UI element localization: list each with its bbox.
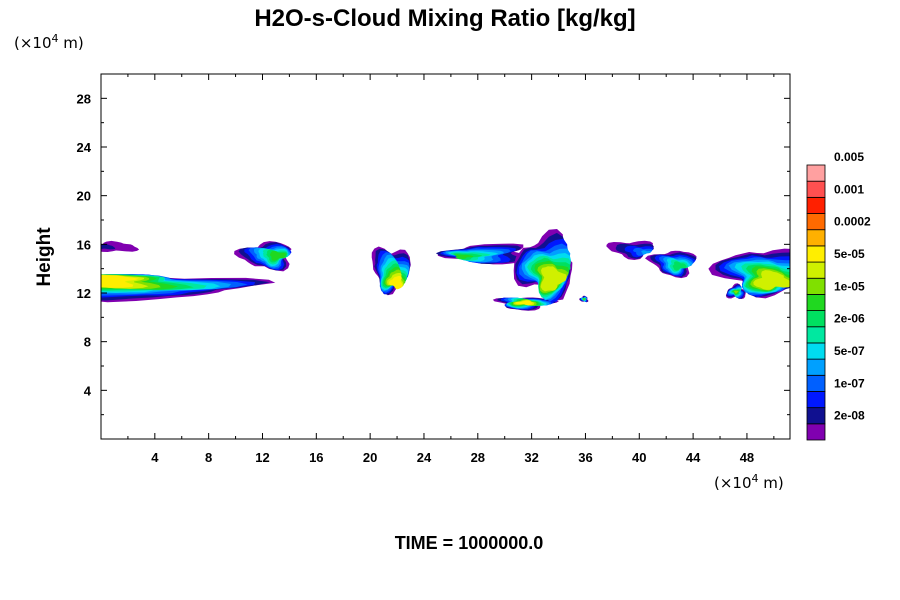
y-tick-label: 24	[77, 140, 92, 155]
y-axis-label: Height	[34, 227, 55, 287]
y-tick-label: 12	[77, 286, 91, 301]
colorbar-swatch	[806, 407, 826, 425]
colorbar-swatch	[806, 391, 826, 409]
y-tick-label: 8	[84, 335, 91, 350]
colorbar-swatch	[806, 277, 826, 295]
colorbar-label: 0.001	[834, 182, 864, 196]
cloud-contour	[101, 240, 140, 252]
cloud-contour	[101, 275, 139, 288]
colorbar-swatch	[806, 196, 826, 214]
cloud-contour	[641, 250, 652, 255]
x-tick-label: 16	[309, 450, 323, 465]
x-unit-suffix: m)	[759, 474, 784, 492]
colorbar-swatch	[806, 229, 826, 247]
colorbar-label: 5e-05	[834, 247, 865, 261]
y-tick-label: 16	[77, 237, 91, 252]
cloud-contour	[540, 266, 567, 292]
cloud-contour	[269, 250, 286, 261]
colorbar-label: 5e-07	[834, 344, 865, 358]
x-tick-label: 8	[205, 450, 212, 465]
colorbar-swatch	[806, 261, 826, 279]
colorbar-swatch	[806, 310, 826, 328]
cloud-contour	[454, 254, 474, 259]
x-axis-unit: (×104 m)	[714, 472, 784, 492]
x-tick-label: 4	[151, 450, 159, 465]
cloud-contour	[672, 261, 687, 271]
colorbar-swatch	[806, 326, 826, 344]
x-tick-label: 24	[417, 450, 432, 465]
y-tick-label: 28	[77, 91, 91, 106]
cloud-contour	[515, 300, 533, 306]
cloud-contour	[583, 298, 586, 300]
chart-title: H2O-s-Cloud Mixing Ratio [kg/kg]	[254, 5, 635, 32]
colorbar-swatch	[806, 164, 826, 182]
colorbar-label: 0.005	[834, 150, 864, 164]
y-unit-suffix: m)	[59, 34, 84, 52]
colorbar-swatch	[806, 294, 826, 311]
y-axis-unit: (×104 m)	[14, 32, 84, 52]
x-tick-label: 32	[524, 450, 538, 465]
cloud-contour	[101, 243, 116, 250]
colorbar-swatch	[806, 423, 826, 441]
x-tick-label: 40	[632, 450, 646, 465]
plot-frame	[100, 73, 791, 440]
colorbar-swatch	[806, 180, 826, 198]
y-tick-label: 20	[77, 189, 91, 204]
y-unit-prefix: (×10	[14, 34, 52, 52]
colorbar-label: 0.0002	[834, 215, 871, 229]
x-tick-label: 44	[686, 450, 701, 465]
cloud-contour	[389, 276, 403, 290]
colorbar-swatch	[806, 213, 826, 231]
colorbar-swatch	[806, 358, 826, 376]
x-tick-label: 12	[255, 450, 269, 465]
colorbar-label: 1e-07	[834, 376, 865, 390]
cloud-contour	[733, 290, 739, 294]
x-unit-exp: 4	[752, 472, 759, 485]
x-tick-label: 48	[740, 450, 754, 465]
colorbar-label: 2e-06	[834, 312, 865, 326]
x-tick-label: 28	[471, 450, 485, 465]
cloud-field	[101, 229, 790, 311]
cloud-contour	[753, 270, 790, 290]
x-tick-label: 36	[578, 450, 592, 465]
colorbar-swatch	[806, 374, 826, 392]
colorbar-label: 2e-08	[834, 409, 865, 423]
y-unit-exp: 4	[52, 32, 59, 45]
x-unit-prefix: (×10	[714, 474, 752, 492]
time-label: TIME = 1000000.0	[395, 533, 544, 553]
colorbar-label: 1e-05	[834, 279, 865, 293]
x-tick-label: 20	[363, 450, 377, 465]
colorbar-swatch	[806, 342, 826, 360]
y-tick-label: 4	[84, 383, 92, 398]
colorbar-swatch	[806, 245, 826, 263]
colorbar: 2e-08 1e-07 5e-07 2e-06 1e-05 5e-05 0.0002 0.00…	[806, 150, 871, 441]
